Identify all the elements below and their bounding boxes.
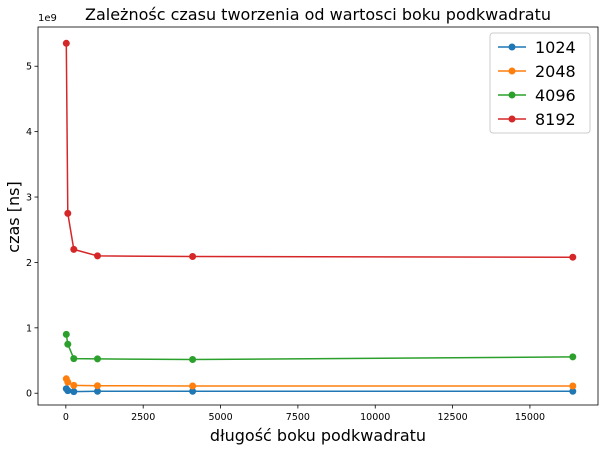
x-tick-label: 7500 bbox=[286, 412, 310, 423]
legend-label-4096: 4096 bbox=[535, 86, 576, 105]
x-tick-label: 0 bbox=[63, 412, 69, 423]
x-tick-label: 10000 bbox=[360, 412, 390, 423]
x-tick-label: 12500 bbox=[437, 412, 467, 423]
data-point-4096-3 bbox=[94, 355, 101, 363]
data-point-2048-4 bbox=[189, 382, 197, 390]
y-tick-label: 0 bbox=[26, 389, 32, 400]
data-point-8192-2 bbox=[70, 245, 78, 253]
axes-frame bbox=[37, 26, 599, 406]
y-tick-label: 4 bbox=[26, 127, 32, 138]
legend-label-8192: 8192 bbox=[535, 110, 576, 129]
x-tick-label: 5000 bbox=[208, 412, 232, 423]
y-tick-label: 3 bbox=[26, 193, 32, 204]
data-point-4096-4 bbox=[189, 356, 197, 363]
data-point-8192-5 bbox=[569, 253, 577, 261]
series-line-8192 bbox=[65, 43, 573, 258]
legend-label-1024: 1024 bbox=[535, 38, 576, 57]
data-point-1024-3 bbox=[94, 387, 101, 395]
data-point-1024-1 bbox=[64, 387, 72, 395]
legend-marker-8192 bbox=[508, 115, 516, 123]
data-point-8192-4 bbox=[189, 253, 197, 260]
x-axis-label: długość boku podkwadratu bbox=[210, 426, 426, 445]
legend-marker-4096 bbox=[508, 91, 516, 99]
data-point-8192-0 bbox=[62, 39, 70, 47]
y-tick-label: 2 bbox=[26, 258, 32, 269]
axes: 0 2500 5000 7500 10000 12500 15000 0 1 2 3 4 5 bbox=[26, 26, 599, 423]
x-tick-label: 2500 bbox=[131, 412, 155, 423]
data-point-2048-3 bbox=[94, 382, 101, 390]
data-point-2048-2 bbox=[70, 381, 78, 389]
plot-area bbox=[62, 39, 577, 396]
legend-box bbox=[489, 32, 591, 134]
data-point-8192-3 bbox=[94, 252, 101, 260]
chart-title: Zależnośc czasu tworzenia od wartosci bo… bbox=[85, 5, 551, 24]
data-point-2048-5 bbox=[569, 382, 577, 390]
data-point-4096-2 bbox=[70, 355, 78, 363]
data-point-2048-1 bbox=[64, 378, 72, 386]
data-point-1024-4 bbox=[189, 387, 197, 395]
legend-marker-2048 bbox=[508, 67, 516, 75]
y-tick-label: 1 bbox=[26, 323, 32, 334]
data-point-4096-5 bbox=[569, 353, 577, 361]
data-point-1024-2 bbox=[70, 388, 78, 396]
data-point-4096-0 bbox=[62, 330, 70, 338]
x-tick-label: 15000 bbox=[515, 412, 545, 423]
legend-marker-1024 bbox=[508, 43, 516, 51]
data-point-1024-5 bbox=[569, 387, 577, 395]
legend-label-2048: 2048 bbox=[535, 62, 576, 81]
y-axis-scale-label: 1e9 bbox=[38, 13, 57, 24]
data-point-4096-1 bbox=[64, 340, 72, 348]
y-axis-label: czas [ns] bbox=[4, 181, 23, 252]
y-tick-label: 5 bbox=[26, 62, 32, 73]
legend: 1024 2048 4096 8192 bbox=[489, 32, 591, 134]
data-point-8192-1 bbox=[64, 209, 72, 217]
